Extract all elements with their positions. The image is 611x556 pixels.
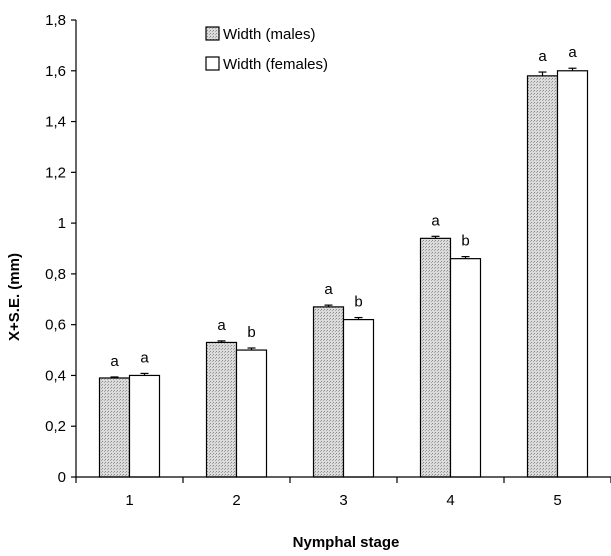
legend-box (199, 17, 371, 79)
bar-females-stage-3 (342, 318, 375, 478)
bar-males-stage-5 (526, 75, 559, 478)
x-axis-title: Nymphal stage (293, 534, 400, 551)
bar-females-stage-1 (128, 374, 161, 478)
bar-females-stage-5 (556, 70, 589, 478)
significance-label-females-stage-4: b (461, 233, 469, 250)
x-tick-label: 4 (446, 492, 454, 509)
y-tick-label: 0,8 (45, 266, 66, 283)
y-tick-label: 0,6 (45, 317, 66, 334)
bar-males-stage-3 (312, 306, 345, 478)
y-tick-label: 0,4 (45, 367, 66, 384)
y-tick-label: 1,2 (45, 164, 66, 181)
significance-label-males-stage-4: a (431, 212, 440, 229)
legend-label-females: Width (females) (223, 56, 328, 73)
axes-layer (71, 19, 611, 483)
significance-label-males-stage-1: a (110, 353, 119, 370)
y-tick-label: 0 (58, 469, 66, 486)
bar-males-stage-2 (205, 341, 238, 478)
y-tick-label: 1,4 (45, 114, 66, 131)
y-tick-label: 1,8 (45, 12, 66, 29)
x-tick-label: 2 (232, 492, 240, 509)
y-axis-title: X+S.E. (mm) (6, 253, 23, 341)
bar-females-stage-2 (235, 349, 268, 478)
x-tick-label: 1 (125, 492, 133, 509)
legend-swatch-males (205, 26, 220, 41)
labels-layer: a a a a a a b b b a 0 0,2 0,4 0,6 0,8 1 1,2 1,4 1,6 1,8 1 2 3 4… (45, 12, 577, 509)
significance-label-females-stage-3: b (354, 294, 362, 311)
bar-males-stage-4 (419, 237, 452, 478)
x-tick-label: 5 (553, 492, 561, 509)
y-tick-label: 0,2 (45, 418, 66, 435)
y-tick-label: 1,6 (45, 63, 66, 80)
significance-label-males-stage-2: a (217, 317, 226, 334)
legend-label-males: Width (males) (223, 26, 316, 43)
significance-label-males-stage-5: a (538, 48, 547, 65)
bar-females-stage-4 (449, 258, 482, 478)
bar-males-stage-1 (98, 377, 131, 478)
legend-swatch-females (205, 56, 220, 71)
legend: Width (males) Width (females) (199, 17, 371, 79)
y-tick-label: 1 (58, 215, 66, 232)
significance-label-females-stage-1: a (140, 349, 149, 366)
significance-label-females-stage-2: b (247, 324, 255, 341)
bars-layer (98, 67, 589, 478)
x-tick-label: 3 (339, 492, 347, 509)
significance-label-females-stage-5: a (568, 44, 577, 61)
significance-label-males-stage-3: a (324, 281, 333, 298)
